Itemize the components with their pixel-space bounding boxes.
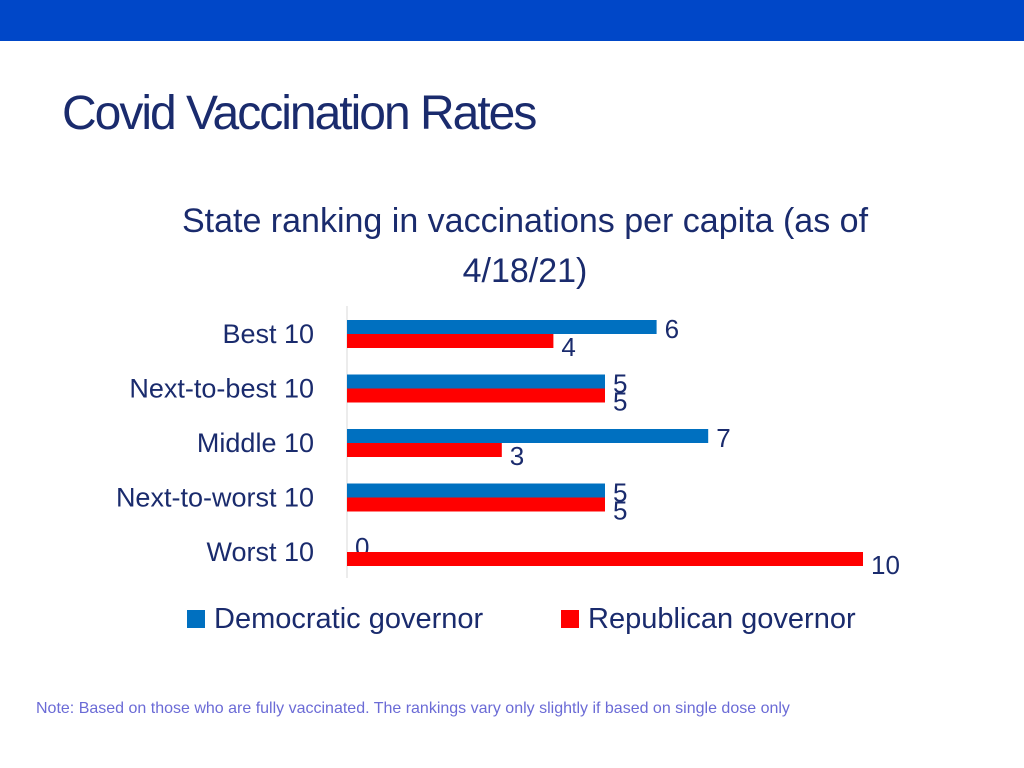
data-label: 10: [871, 550, 900, 580]
legend-swatch-republican: [561, 610, 579, 628]
bar-republican: [347, 443, 502, 457]
data-label: 4: [561, 332, 575, 362]
bar-democratic: [347, 374, 605, 389]
data-label: 3: [510, 441, 524, 471]
category-label: Middle 10: [197, 428, 314, 458]
footnote: Note: Based on those who are fully vacci…: [36, 700, 790, 717]
category-label: Next-to-worst 10: [116, 483, 314, 513]
bar-republican: [347, 334, 554, 348]
bar-republican: [347, 388, 605, 403]
bar-democratic: [347, 483, 605, 498]
bar-republican: [347, 552, 863, 566]
category-label: Best 10: [222, 319, 314, 349]
legend-swatch-democratic: [187, 610, 205, 628]
legend-label-republican: Republican governor: [588, 603, 856, 635]
chart-title: State ranking in vaccinations per capita…: [181, 202, 869, 290]
data-label: 5: [613, 387, 627, 417]
bar-democratic: [347, 320, 657, 334]
data-label: 6: [665, 314, 679, 344]
data-label: 5: [613, 369, 627, 399]
category-label: Next-to-best 10: [129, 374, 314, 404]
bar-democratic: [347, 429, 709, 443]
data-label: 5: [613, 496, 627, 526]
data-label: 7: [716, 423, 730, 453]
legend-label-democratic: Democratic governor: [214, 603, 483, 635]
bar-republican: [347, 497, 605, 512]
top-banner: [0, 0, 1024, 41]
data-label: 5: [613, 478, 627, 508]
category-label: Worst 10: [206, 537, 314, 567]
slide-title: Covid Vaccination Rates: [62, 87, 537, 140]
